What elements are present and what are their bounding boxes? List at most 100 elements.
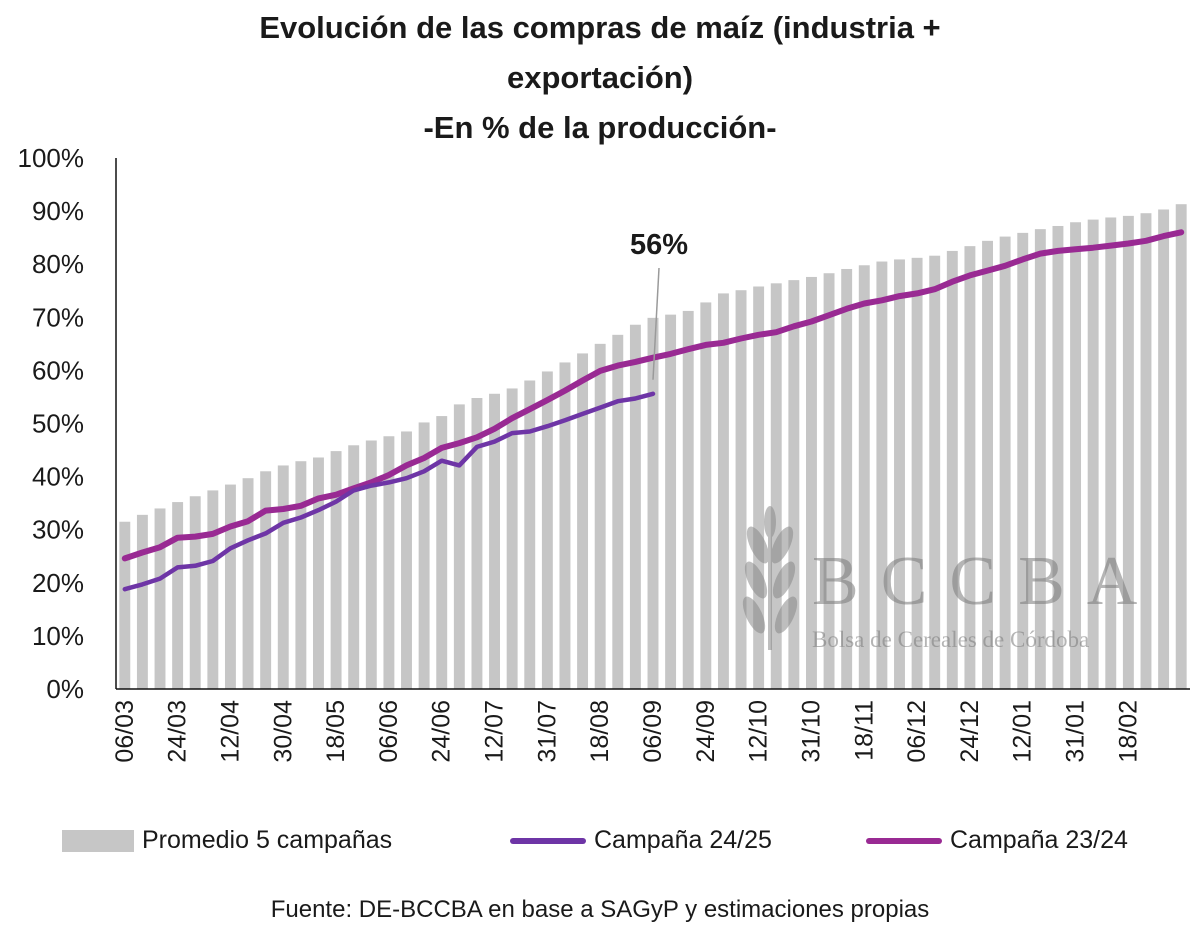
y-tick-label: 40%: [32, 462, 84, 492]
annotation-leader-line: [652, 267, 660, 380]
bar-promedio: [418, 422, 430, 689]
bar-promedio: [436, 416, 448, 689]
x-tick-label: 18/11: [850, 700, 878, 761]
legend-swatch-campana-2425: [510, 837, 586, 844]
legend-label-campana-2324: Campaña 23/24: [950, 826, 1128, 854]
bar-promedio: [999, 236, 1011, 689]
x-tick-label: 18/08: [586, 700, 614, 763]
bar-promedio: [1175, 204, 1187, 689]
bar-promedio: [647, 317, 659, 689]
bar-promedio: [770, 283, 782, 689]
bar-promedio: [964, 246, 976, 689]
bar-promedio: [172, 502, 184, 689]
x-tick-label: 06/03: [111, 700, 139, 763]
wheat-logo-icon: [742, 506, 798, 650]
bar-promedio: [524, 380, 536, 689]
bar-promedio: [189, 496, 201, 689]
x-tick-label: 31/07: [533, 700, 561, 763]
x-tick-label: 24/03: [164, 700, 192, 763]
x-tick-label: 24/06: [428, 700, 456, 763]
bar-promedio: [735, 290, 747, 689]
bar-promedio: [876, 261, 888, 689]
bar-promedio: [119, 521, 131, 689]
x-tick-label: 12/04: [216, 700, 244, 763]
bar-promedio: [365, 440, 377, 689]
x-tick-label: 12/01: [1009, 700, 1037, 763]
y-tick-label: 70%: [32, 302, 84, 332]
bar-promedio: [894, 259, 905, 689]
bar-promedio: [154, 508, 166, 689]
y-tick-label: 30%: [32, 515, 84, 545]
bar-promedio: [506, 388, 518, 689]
bar-promedio: [1158, 209, 1170, 689]
x-tick-label: 31/10: [797, 700, 825, 763]
bar-promedio: [1122, 215, 1134, 689]
bar-promedio: [471, 398, 483, 689]
bar-promedio: [982, 240, 993, 689]
bar-promedio: [489, 393, 500, 689]
y-tick-label: 80%: [32, 249, 84, 279]
bar-promedio: [348, 445, 360, 689]
line-campana-2425: [122, 391, 656, 592]
legend-label-promedio: Promedio 5 campañas: [142, 826, 393, 854]
chart-title-line-1: Evolución de las compras de maíz (indust…: [259, 10, 941, 45]
axes-layer: 0% 10% 20% 30% 40% 50% 60% 70% 80% 90% 100% 06/03 24…: [18, 143, 1190, 763]
y-tick-label: 100%: [18, 143, 85, 173]
legend-item-campana-2425: Campaña 24/25: [510, 826, 772, 855]
y-tick-label: 0%: [46, 674, 84, 704]
bar-promedio: [1034, 229, 1046, 690]
legend-swatch-promedio: [62, 829, 134, 852]
x-tick-label: 24/12: [956, 700, 984, 763]
bar-promedio: [911, 257, 923, 689]
bar-promedio: [242, 478, 254, 689]
x-tick-label: 12/07: [481, 700, 509, 763]
bar-promedio: [629, 324, 641, 689]
bars-layer: [119, 204, 1187, 690]
y-tick-label: 60%: [32, 355, 84, 385]
bar-promedio: [946, 250, 958, 690]
bar-promedio: [700, 302, 712, 689]
x-tick-label: 18/05: [322, 700, 350, 763]
y-tick-label: 10%: [32, 621, 84, 651]
legend-item-campana-2324: Campaña 23/24: [866, 826, 1128, 855]
lines-layer: [121, 229, 1185, 592]
bar-promedio: [612, 334, 624, 689]
x-tick-label: 12/10: [745, 700, 773, 763]
bar-promedio: [136, 514, 148, 689]
bar-promedio: [717, 293, 729, 689]
chart-subtitle: -En % de la producción-: [423, 110, 777, 145]
bar-promedio: [1105, 217, 1117, 690]
bar-promedio: [260, 471, 272, 689]
x-tick-label: 31/01: [1062, 700, 1090, 763]
x-tick-label: 24/09: [692, 700, 720, 763]
y-tick-label: 50%: [32, 409, 84, 439]
bar-promedio: [295, 461, 307, 689]
bar-promedio: [806, 276, 817, 689]
x-tick-label: 18/02: [1114, 700, 1142, 763]
bar-promedio: [823, 273, 835, 689]
bar-promedio: [1140, 213, 1152, 689]
legend-item-promedio: Promedio 5 campañas: [62, 826, 392, 855]
bar-promedio: [1052, 225, 1064, 689]
x-tick-label: 06/12: [903, 700, 931, 763]
y-tick-label: 20%: [32, 568, 84, 598]
annotation-label: 56%: [630, 229, 688, 261]
annotation-layer: 56%: [630, 229, 688, 380]
bar-promedio: [559, 362, 571, 689]
y-tick-label: 90%: [32, 196, 84, 226]
bar-promedio: [313, 457, 324, 689]
watermark: BCCBA Bolsa de Cereales de Córdoba: [742, 506, 1137, 652]
x-tick-label: 06/09: [639, 700, 667, 763]
bar-promedio: [1070, 222, 1082, 689]
line-campana-2324: [121, 229, 1185, 562]
watermark-small-text: Bolsa de Cereales de Córdoba: [812, 627, 1089, 652]
bar-promedio: [330, 451, 342, 689]
bar-promedio: [682, 310, 694, 689]
bar-promedio: [383, 436, 395, 689]
legend-swatch-campana-2324: [866, 837, 942, 844]
bar-promedio: [841, 268, 853, 689]
legend-label-campana-2425: Campaña 24/25: [594, 826, 772, 854]
bar-promedio: [577, 353, 589, 689]
bar-promedio: [207, 490, 219, 689]
